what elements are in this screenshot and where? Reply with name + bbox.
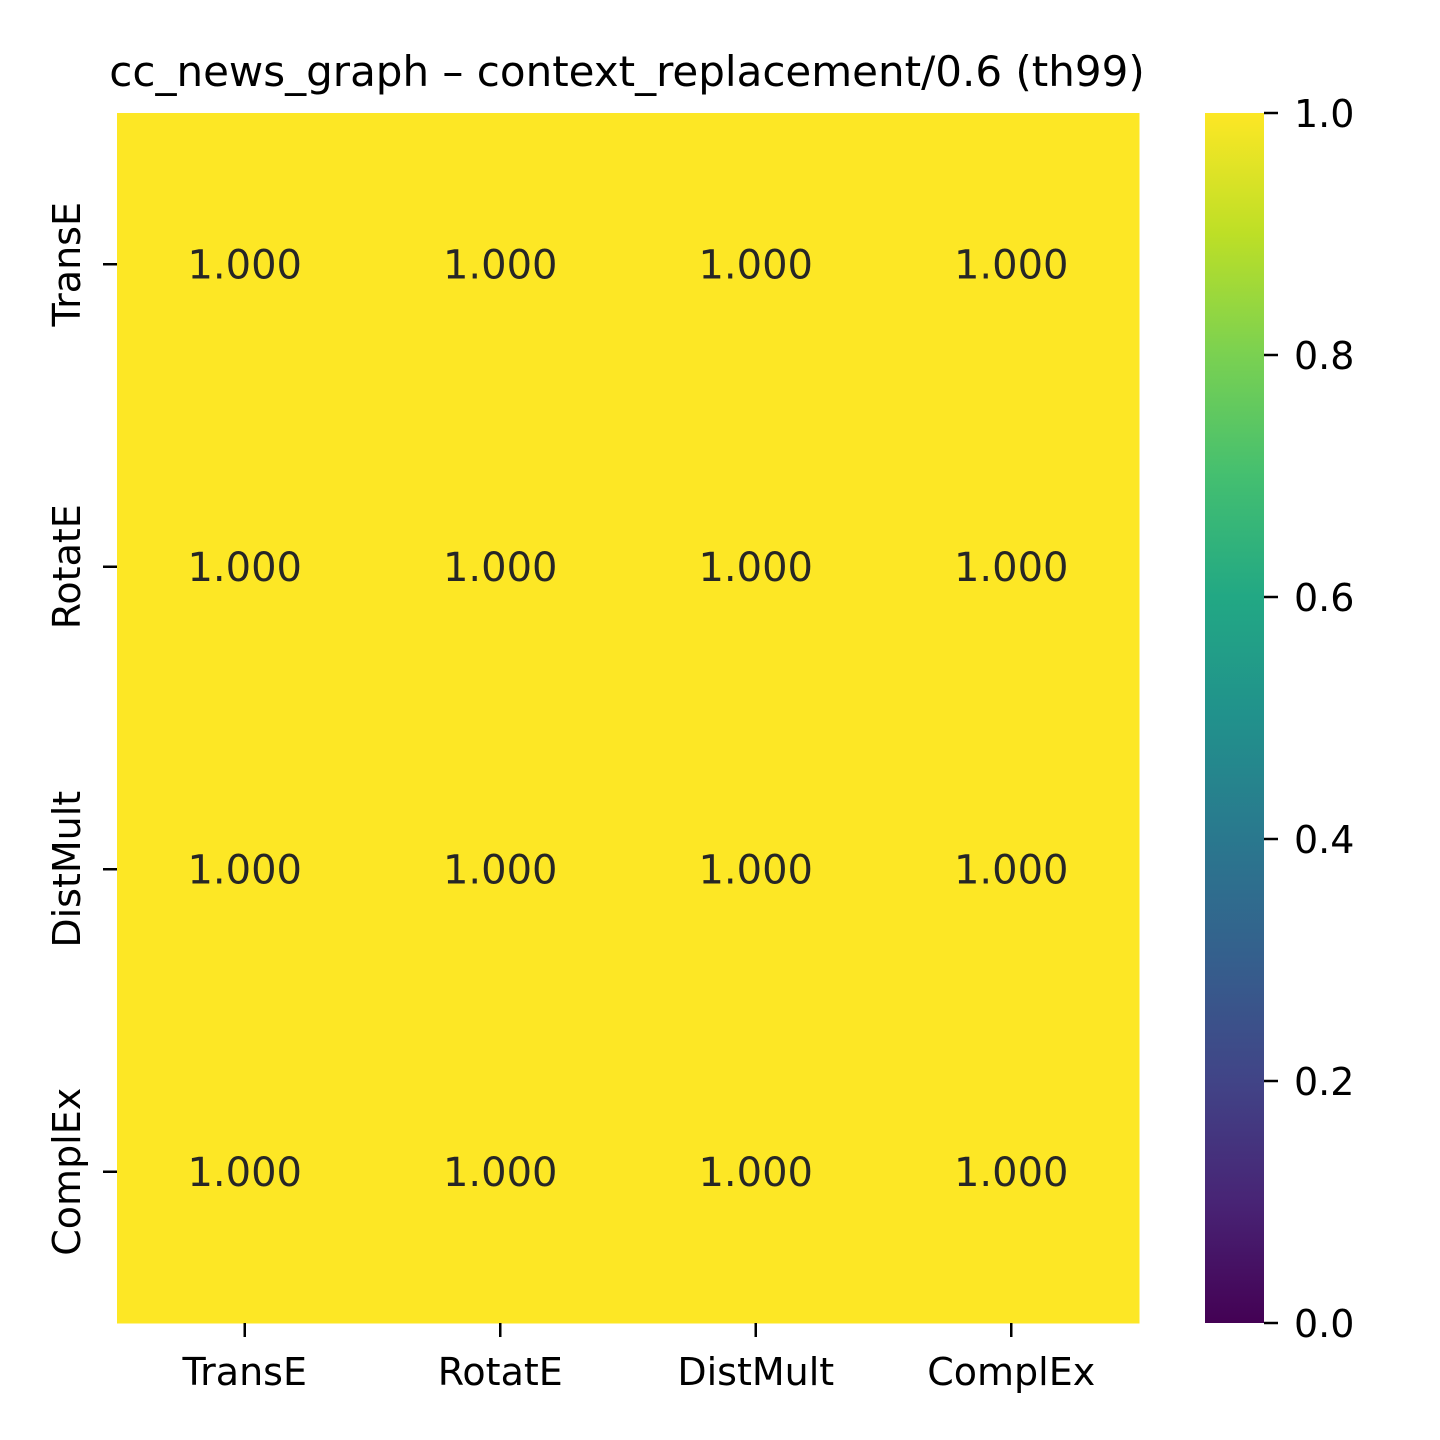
colorbar-tick-label: 0.4	[1294, 818, 1354, 862]
cell-label: 1.000	[187, 545, 302, 591]
cell-label: 1.000	[954, 545, 1069, 591]
heatmap-cell	[628, 113, 884, 416]
y-tick-label: RotatE	[45, 504, 89, 629]
heatmap-cell	[372, 113, 629, 416]
heatmap-cell	[883, 113, 1140, 416]
x-tick-label: ComplEx	[927, 1350, 1095, 1394]
cell-label: 1.000	[443, 242, 558, 288]
y-axis: TransE RotatE DistMult ComplEx	[45, 202, 117, 1256]
cell-label: 1.000	[954, 1150, 1069, 1196]
colorbar-tick-label: 0.6	[1294, 576, 1354, 620]
cell-label: 1.000	[443, 545, 558, 591]
heatmap-cell	[117, 718, 373, 1021]
heatmap-cell	[372, 1020, 629, 1324]
heatmap-cell	[628, 415, 884, 719]
heatmap-cell	[372, 415, 629, 719]
x-axis: TransE RotatE DistMult ComplEx	[182, 1323, 1095, 1394]
cell-label: 1.000	[698, 1150, 813, 1196]
colorbar: 0.0 0.2 0.4 0.6 0.8 1.0	[1205, 92, 1354, 1346]
heatmap-cell	[628, 1020, 884, 1324]
colorbar-tick-label: 0.2	[1294, 1060, 1354, 1104]
chart-title: cc_news_graph – context_replacement/0.6 …	[109, 47, 1144, 96]
cell-label: 1.000	[187, 242, 302, 288]
colorbar-tick-label: 0.8	[1294, 334, 1354, 378]
cell-label: 1.000	[698, 242, 813, 288]
heatmap-cell	[883, 1020, 1140, 1324]
x-tick-label: DistMult	[677, 1350, 834, 1394]
y-tick-label: TransE	[45, 202, 89, 327]
colorbar-gradient	[1205, 113, 1264, 1323]
y-tick-label: ComplEx	[45, 1088, 89, 1256]
cell-label: 1.000	[954, 847, 1069, 893]
cell-label: 1.000	[443, 1150, 558, 1196]
cell-label: 1.000	[187, 847, 302, 893]
heatmap-cell	[628, 718, 884, 1021]
heatmap-cell	[117, 1020, 373, 1324]
y-tick-label: DistMult	[45, 791, 89, 948]
heatmap-cells: 1.000 1.000 1.000 1.000 1.000 1.000 1.000 1.000…	[117, 113, 1140, 1324]
cell-label: 1.000	[187, 1150, 302, 1196]
heatmap-cell	[883, 718, 1140, 1021]
x-tick-label: RotatE	[438, 1350, 563, 1394]
heatmap-cell	[883, 415, 1140, 719]
colorbar-tick-label: 1.0	[1294, 92, 1354, 136]
x-tick-label: TransE	[182, 1350, 307, 1394]
cell-label: 1.000	[443, 847, 558, 893]
heatmap-cell	[372, 718, 629, 1021]
colorbar-tick-label: 0.0	[1294, 1302, 1354, 1346]
cell-label: 1.000	[698, 847, 813, 893]
heatmap-cell	[117, 113, 373, 416]
cell-label: 1.000	[698, 545, 813, 591]
heatmap-cell	[117, 415, 373, 719]
cell-label: 1.000	[954, 242, 1069, 288]
